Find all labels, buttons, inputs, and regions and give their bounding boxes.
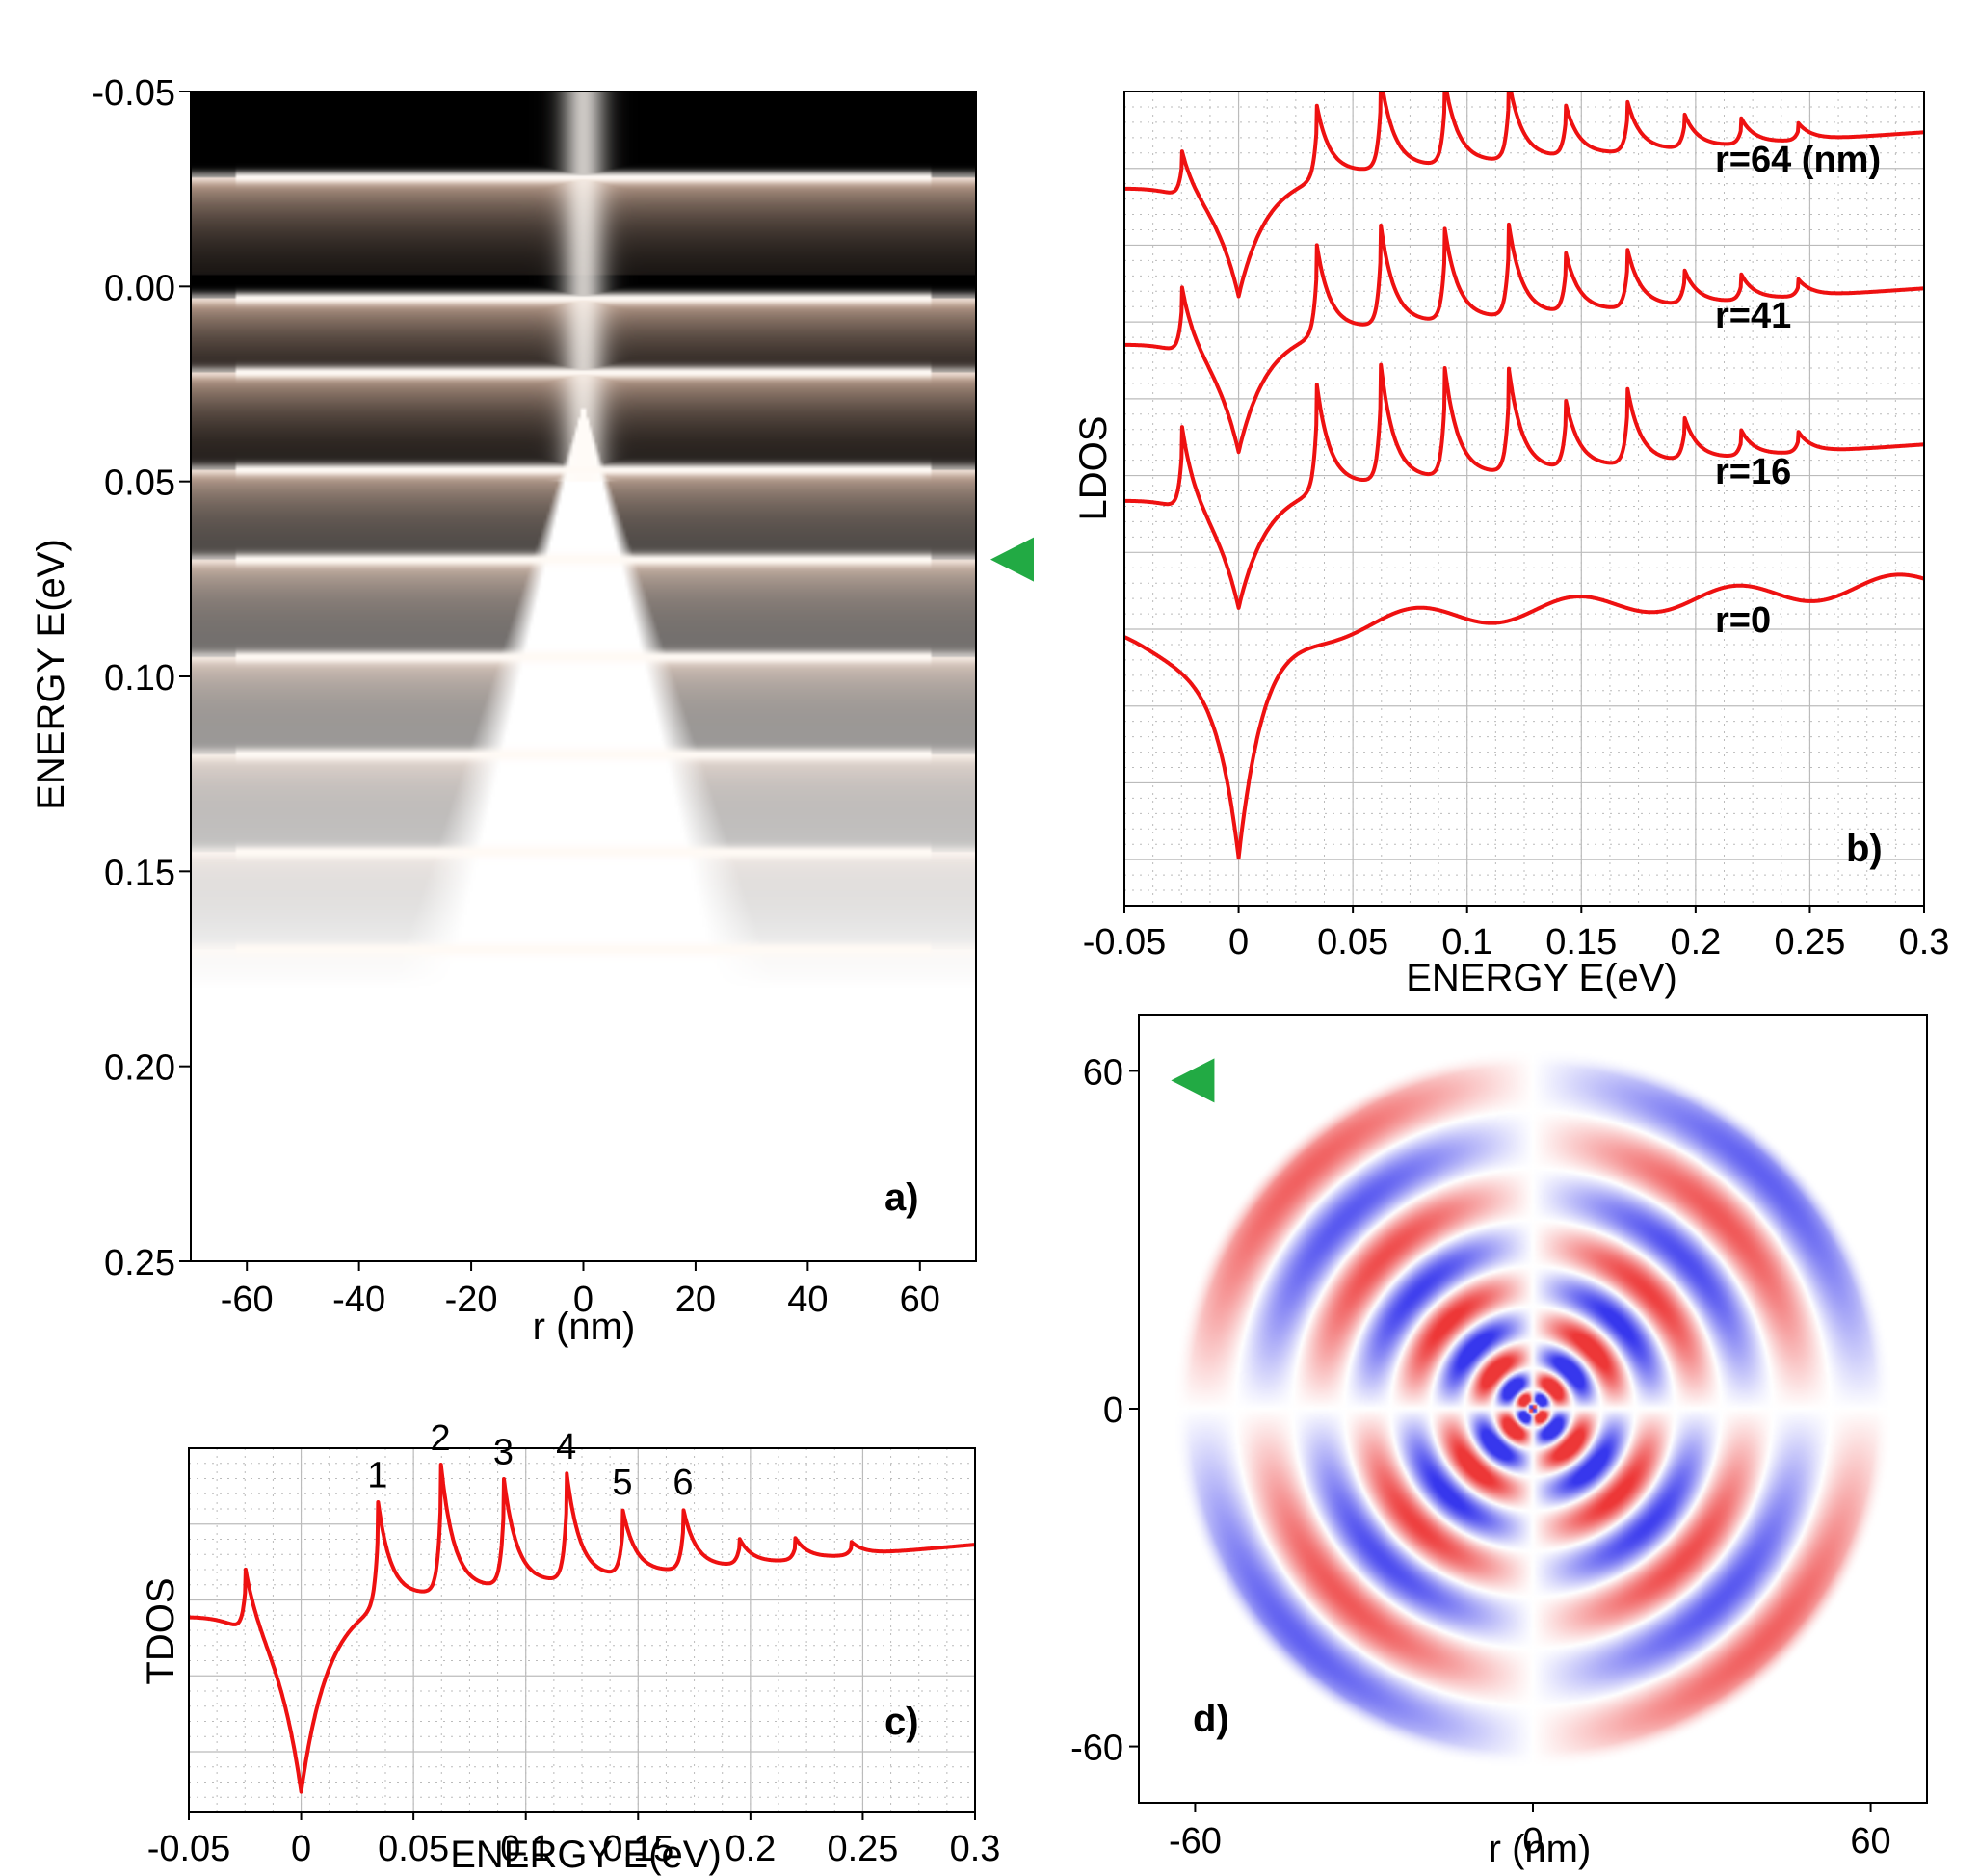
series-label-b: r=0 bbox=[1715, 600, 1771, 641]
x-tick-label: 0 bbox=[1228, 922, 1249, 963]
x-tick-label-d: 60 bbox=[1850, 1821, 1890, 1862]
x-tick-label: 0.3 bbox=[1899, 922, 1950, 963]
ldos-series-line bbox=[1124, 92, 1924, 299]
y-tick-label-a: 0.15 bbox=[104, 853, 175, 893]
y-axis-label-b: LDOS bbox=[1072, 416, 1115, 521]
frame-b bbox=[1123, 91, 1925, 907]
x-tick-label-d: -60 bbox=[1169, 1821, 1222, 1862]
y-tick-label-d: 60 bbox=[1083, 1052, 1123, 1093]
grid-b bbox=[1124, 92, 1924, 906]
x-axis-label-a: r (nm) bbox=[533, 1306, 636, 1348]
plot-bg-b bbox=[1124, 92, 1924, 906]
peak-label-c: 1 bbox=[367, 1456, 387, 1496]
ldos-series-line bbox=[1124, 222, 1924, 455]
peak-label-c: 4 bbox=[556, 1427, 576, 1467]
heatmap-image-d bbox=[1139, 1015, 1927, 1803]
x-tick-label: 0 bbox=[291, 1829, 311, 1869]
x-ticks-c: -0.05 0 0.05 0.1 0.15 0.2 0.25 0.3 bbox=[147, 1812, 1001, 1869]
series-label-b: r=41 bbox=[1715, 296, 1791, 336]
x-axis-label-c: ENERGY E(eV) bbox=[450, 1834, 722, 1876]
x-tick-label-a: -40 bbox=[332, 1280, 385, 1320]
curves-b bbox=[1124, 92, 1924, 860]
peak-label-c: 6 bbox=[673, 1463, 693, 1503]
series-label-b: r=64 (nm) bbox=[1715, 140, 1881, 180]
x-tick-label: 0.05 bbox=[1317, 922, 1388, 963]
heatmap-a bbox=[191, 92, 976, 1261]
heatmap-image-a bbox=[191, 92, 976, 1261]
y-tick-label-a: 0.25 bbox=[104, 1243, 175, 1283]
x-tick-label: 0.15 bbox=[1545, 922, 1617, 963]
marker-triangle-d bbox=[1171, 1058, 1215, 1103]
peak-label-c: 5 bbox=[612, 1463, 632, 1503]
ldos-series-line bbox=[1124, 572, 1924, 860]
x-tick-label: 0.05 bbox=[378, 1829, 449, 1869]
ldos-series-line bbox=[1124, 362, 1924, 610]
panel-a: -0.05 0.00 0.05 0.10 0.15 0.20 0.25 -60 -40 -20 0… bbox=[30, 73, 1034, 1348]
x-axis-label-d: r (nm) bbox=[1489, 1828, 1592, 1870]
panel-label-a: a) bbox=[884, 1176, 919, 1219]
x-tick-label: 0.25 bbox=[827, 1829, 898, 1869]
y-tick-label-a: 0.00 bbox=[104, 268, 175, 308]
panel-b: -0.05 0 0.05 0.1 0.15 0.2 0.25 0.3 r=64 (nm) r=4… bbox=[1072, 91, 1950, 999]
x-tick-label: 0.3 bbox=[950, 1829, 1001, 1869]
x-tick-label: 0.1 bbox=[1441, 922, 1492, 963]
grid-c bbox=[189, 1448, 975, 1812]
y-axis-label-c: TDOS bbox=[140, 1577, 182, 1684]
tdos-line bbox=[189, 1463, 975, 1794]
x-tick-label-a: 40 bbox=[787, 1280, 828, 1320]
x-tick-label: 0.1 bbox=[500, 1829, 551, 1869]
heatmap-d bbox=[1139, 1015, 1927, 1803]
y-tick-label-d: -60 bbox=[1070, 1729, 1123, 1769]
x-axis-label-b: ENERGY E(eV) bbox=[1406, 957, 1677, 999]
series-labels-b: r=64 (nm) r=41 r=16 r=0 bbox=[1715, 140, 1881, 641]
panel-c: -0.05 0 0.05 0.1 0.15 0.2 0.25 0.3 12 3 45 6 TDOS … bbox=[140, 1418, 1000, 1876]
marker-triangle-a bbox=[990, 537, 1034, 582]
peak-label-c: 3 bbox=[493, 1433, 514, 1473]
x-tick-label-a: 0 bbox=[573, 1280, 594, 1320]
x-tick-label: 0.15 bbox=[602, 1829, 673, 1869]
curve-c bbox=[189, 1463, 975, 1794]
y-tick-label-a: -0.05 bbox=[92, 73, 175, 114]
y-tick-label-d: 0 bbox=[1103, 1390, 1123, 1431]
y-tick-label-a: 0.05 bbox=[104, 463, 175, 504]
x-ticks-a: -60 -40 -20 0 20 40 60 bbox=[221, 1261, 940, 1320]
x-tick-label-d: 0 bbox=[1522, 1821, 1543, 1862]
x-tick-label-a: -60 bbox=[221, 1280, 274, 1320]
x-ticks-d: -60 0 60 bbox=[1169, 1803, 1891, 1862]
y-ticks-d: 60 0 -60 bbox=[1070, 1052, 1139, 1769]
x-tick-label: 0.2 bbox=[1670, 922, 1721, 963]
panel-label-b: b) bbox=[1846, 828, 1883, 870]
panel-d: 60 0 -60 -60 0 60 r (nm) d) bbox=[1070, 1014, 1928, 1870]
y-axis-label-a: ENERGY E(eV) bbox=[30, 539, 72, 810]
x-tick-label-a: 20 bbox=[675, 1280, 716, 1320]
peak-label-c: 2 bbox=[431, 1418, 451, 1459]
x-tick-label-a: 60 bbox=[900, 1280, 940, 1320]
panel-label-d: d) bbox=[1193, 1698, 1229, 1740]
peak-labels-c: 1 2 3 45 6 bbox=[367, 1418, 693, 1503]
x-tick-label: 0.25 bbox=[1774, 922, 1845, 963]
x-ticks-b: -0.05 0 0.05 0.1 0.15 0.2 0.25 0.3 bbox=[1083, 906, 1950, 963]
x-tick-label: 0.2 bbox=[725, 1829, 776, 1869]
x-tick-label: -0.05 bbox=[147, 1829, 231, 1869]
series-label-b: r=16 bbox=[1715, 452, 1791, 492]
frame-c bbox=[188, 1447, 976, 1813]
x-tick-label-a: -20 bbox=[445, 1280, 498, 1320]
panel-label-c: c) bbox=[884, 1701, 919, 1743]
y-tick-label-a: 0.10 bbox=[104, 658, 175, 699]
y-ticks-a: -0.05 0.00 0.05 0.10 0.15 0.20 0.25 bbox=[92, 73, 191, 1283]
y-tick-label-a: 0.20 bbox=[104, 1048, 175, 1089]
x-tick-label: -0.05 bbox=[1083, 922, 1167, 963]
